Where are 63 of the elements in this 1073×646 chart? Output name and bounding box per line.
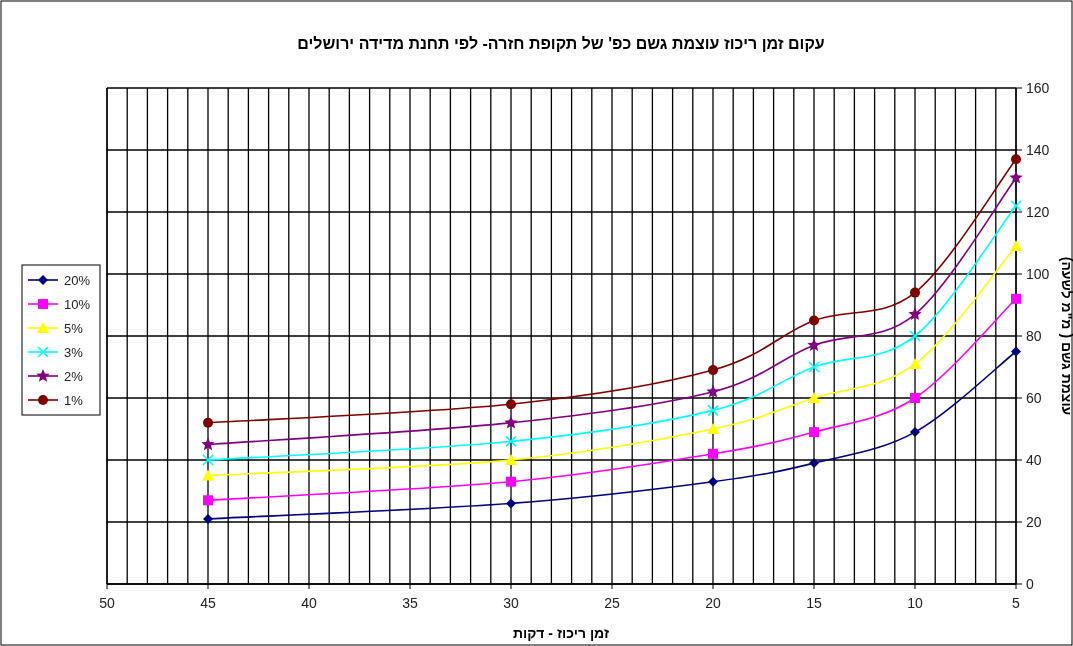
point xyxy=(910,393,920,403)
point xyxy=(910,427,920,438)
y-tick-label: 40 xyxy=(1026,452,1042,468)
chart-title: עקום זמן ריכוז עוצמת גשם כפ' של תקופת חזרה- לפי תחנת מדידה ירושלים xyxy=(297,35,825,52)
legend-label: 10% xyxy=(64,297,91,312)
point xyxy=(809,315,819,326)
point xyxy=(1009,170,1023,184)
point xyxy=(807,338,821,351)
x-tick-label: 30 xyxy=(503,595,519,611)
x-axis-title: זמן ריכוז - דקות xyxy=(512,625,610,641)
legend-label: 20% xyxy=(64,273,91,288)
point xyxy=(908,307,922,320)
point xyxy=(706,384,720,398)
point xyxy=(1011,346,1021,357)
x-tick-label: 45 xyxy=(200,595,216,611)
legend-label: 2% xyxy=(64,369,84,384)
point xyxy=(203,495,213,506)
x-tick-label: 40 xyxy=(301,595,317,611)
point xyxy=(808,361,820,373)
y-tick-label: 60 xyxy=(1026,390,1042,406)
point xyxy=(708,448,718,459)
point xyxy=(504,415,518,429)
x-tick-label: 20 xyxy=(705,595,721,611)
legend-label: 5% xyxy=(64,321,84,336)
point xyxy=(202,469,214,481)
legend-label: 1% xyxy=(64,393,84,408)
point xyxy=(1010,240,1022,252)
point xyxy=(707,423,719,434)
point xyxy=(505,435,517,448)
x-tick-label: 15 xyxy=(806,595,822,611)
point xyxy=(909,330,921,342)
legend-label: 3% xyxy=(64,345,84,360)
point xyxy=(809,427,819,438)
point xyxy=(1011,154,1021,165)
point xyxy=(910,287,920,298)
x-tick-label: 10 xyxy=(907,595,923,611)
point xyxy=(506,498,516,509)
point xyxy=(708,365,718,376)
point xyxy=(506,476,516,487)
point xyxy=(808,392,820,403)
x-tick-label: 50 xyxy=(99,595,115,611)
point xyxy=(809,458,819,469)
x-tick-label: 35 xyxy=(402,595,418,611)
point xyxy=(708,476,718,487)
y-tick-label: 140 xyxy=(1026,142,1050,158)
point xyxy=(203,417,213,428)
y-axis-title: עוצמת גשם ( מ"מ לשעה) xyxy=(1059,256,1073,416)
x-tick-label: 25 xyxy=(604,595,620,611)
y-tick-label: 160 xyxy=(1026,80,1050,96)
x-tick-label: 5 xyxy=(1012,595,1021,611)
point xyxy=(506,399,516,410)
point xyxy=(707,404,719,417)
point xyxy=(203,513,213,524)
point xyxy=(1011,293,1021,304)
y-tick-label: 20 xyxy=(1026,514,1042,530)
point xyxy=(201,437,215,451)
y-tick-label: 80 xyxy=(1026,328,1042,344)
y-tick-label: 100 xyxy=(1026,266,1050,282)
point xyxy=(202,454,214,466)
point xyxy=(909,357,921,369)
y-tick-label: 120 xyxy=(1026,204,1050,220)
y-tick-label: 0 xyxy=(1026,576,1034,592)
point xyxy=(505,454,517,465)
